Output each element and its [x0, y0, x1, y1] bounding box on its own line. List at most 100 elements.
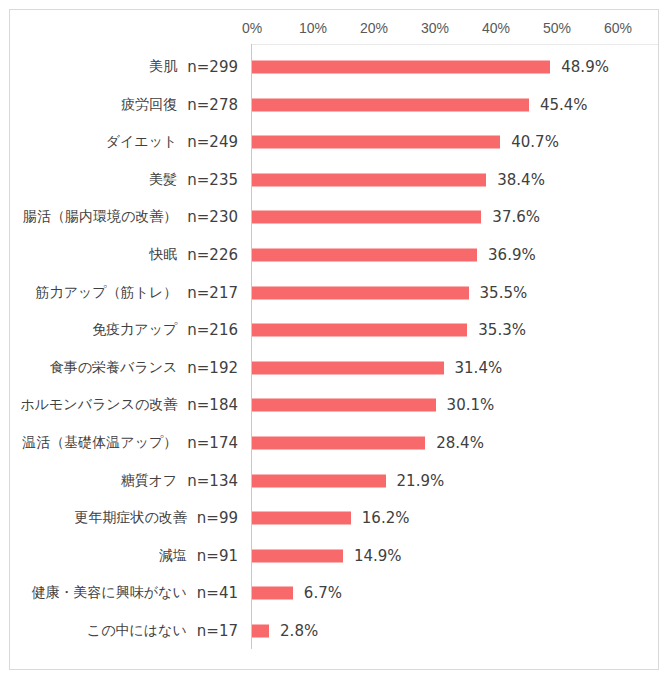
bar-row: 健康・美容に興味がない n=41 6.7%	[0, 575, 664, 613]
value-label: 31.4%	[455, 359, 503, 377]
x-tick-label: 10%	[299, 20, 327, 36]
x-tick-label: 50%	[543, 20, 571, 36]
category-label: この中にはない n=17	[0, 612, 238, 650]
category-label: 快眠 n=226	[0, 236, 238, 274]
category-name: 美髪	[149, 171, 177, 189]
category-name: 疲労回復	[121, 96, 177, 114]
bar-row: 更年期症状の改善 n=99 16.2%	[0, 499, 664, 537]
bar-row: 美肌 n=299 48.9%	[0, 48, 664, 86]
category-label: 健康・美容に興味がない n=41	[0, 575, 238, 613]
bar	[252, 286, 469, 299]
value-label: 40.7%	[511, 133, 559, 151]
sample-size: n=230	[187, 208, 238, 226]
bar-row: 疲労回復 n=278 45.4%	[0, 86, 664, 124]
value-label: 30.1%	[447, 396, 495, 414]
bar-row: 美髪 n=235 38.4%	[0, 161, 664, 199]
category-name: 免疫力アップ	[92, 321, 177, 339]
sample-size: n=278	[187, 96, 238, 114]
category-label: 更年期症状の改善 n=99	[0, 499, 238, 537]
bar-row: ダイエットn=249 40.7%	[0, 123, 664, 161]
sample-size: n=99	[197, 509, 238, 527]
sample-size: n=299	[187, 58, 238, 76]
category-name: 糖質オフ	[121, 472, 178, 490]
category-name: 食事の栄養バランス	[50, 359, 178, 377]
category-name: この中にはない	[87, 622, 187, 640]
category-name: 減塩	[159, 547, 187, 565]
x-tick-label: 30%	[421, 20, 449, 36]
sample-size: n=226	[187, 246, 238, 264]
bar	[252, 549, 343, 562]
sample-size: n=235	[187, 171, 238, 189]
category-name: ホルモンバランスの改善	[20, 396, 177, 414]
value-label: 2.8%	[280, 622, 318, 640]
category-label: 減塩 n=91	[0, 537, 238, 575]
category-label: 美肌 n=299	[0, 48, 238, 86]
value-label: 37.6%	[492, 208, 540, 226]
sample-size: n=91	[197, 547, 238, 565]
bar	[252, 624, 269, 637]
category-name: 健康・美容に興味がない	[32, 584, 187, 602]
bar-row: 温活（基礎体温アップ）n=17428.4%	[0, 424, 664, 462]
value-label: 36.9%	[488, 246, 536, 264]
value-axis-line	[252, 44, 658, 45]
category-label: 筋力アップ（筋トレ） n=217	[0, 274, 238, 312]
bar	[252, 60, 550, 73]
category-name: 更年期症状の改善	[75, 509, 187, 527]
bar-row: ホルモンバランスの改善 n=184 30.1%	[0, 387, 664, 425]
category-name: 快眠	[149, 246, 177, 264]
bar	[252, 512, 351, 525]
sample-size: n=17	[197, 622, 238, 640]
value-label: 16.2%	[362, 509, 410, 527]
bar	[252, 324, 467, 337]
sample-size: n=41	[197, 584, 238, 602]
category-name: 美肌	[149, 58, 177, 76]
sample-size: n=192	[187, 359, 238, 377]
category-name: 腸活（腸内環境の改善）	[23, 208, 177, 226]
category-label: 食事の栄養バランス n=192	[0, 349, 238, 387]
bar-row: 食事の栄養バランス n=192 31.4%	[0, 349, 664, 387]
value-label: 45.4%	[540, 96, 588, 114]
bar	[252, 436, 425, 449]
category-label: 疲労回復 n=278	[0, 86, 238, 124]
bar-row: 減塩 n=91 14.9%	[0, 537, 664, 575]
bar-row: 筋力アップ（筋トレ） n=217 35.5%	[0, 274, 664, 312]
value-label: 35.3%	[478, 321, 526, 339]
category-label: 美髪 n=235	[0, 161, 238, 199]
category-label: ホルモンバランスの改善 n=184	[0, 387, 238, 425]
sample-size: n=184	[187, 396, 238, 414]
x-tick-label: 0%	[242, 20, 262, 36]
x-tick-label: 60%	[604, 20, 632, 36]
category-label: 腸活（腸内環境の改善） n=230	[0, 199, 238, 237]
value-label: 14.9%	[354, 547, 402, 565]
category-name: 筋力アップ（筋トレ）	[36, 284, 178, 302]
sample-size: n=249	[187, 133, 238, 151]
value-label: 38.4%	[497, 171, 545, 189]
sample-size: n=216	[187, 321, 238, 339]
value-label: 48.9%	[561, 58, 609, 76]
category-name: 温活（基礎体温アップ）	[22, 434, 177, 452]
category-label: 温活（基礎体温アップ） n=174	[0, 424, 238, 462]
category-label: ダイエットn=249	[0, 123, 238, 161]
bar	[252, 587, 293, 600]
x-tick-label: 20%	[360, 20, 388, 36]
bar-row: 腸活（腸内環境の改善） n=230 37.6%	[0, 199, 664, 237]
bar	[252, 361, 444, 374]
sample-size: n=134	[187, 472, 238, 490]
sample-size: n=174	[187, 434, 238, 452]
sample-size: n=217	[187, 284, 238, 302]
bar	[252, 399, 436, 412]
bar-chart: 0% 10% 20% 30% 40% 50% 60% 美肌 n=299 48.9% 疲労回復 n=2…	[0, 0, 664, 680]
value-label: 35.5%	[480, 284, 528, 302]
category-label: 糖質オフ n=134	[0, 462, 238, 500]
bar-row: 糖質オフn=13421.9%	[0, 462, 664, 500]
bar-row: 快眠 n=226 36.9%	[0, 236, 664, 274]
bar	[252, 211, 481, 224]
bar-row: 免疫力アップ n=216 35.3%	[0, 311, 664, 349]
bar-row: この中にはない n=17 2.8%	[0, 612, 664, 650]
bar	[252, 173, 486, 186]
bar	[252, 136, 500, 149]
bar	[252, 474, 386, 487]
category-label: 免疫力アップ n=216	[0, 311, 238, 349]
value-label: 6.7%	[304, 584, 342, 602]
x-tick-label: 40%	[482, 20, 510, 36]
